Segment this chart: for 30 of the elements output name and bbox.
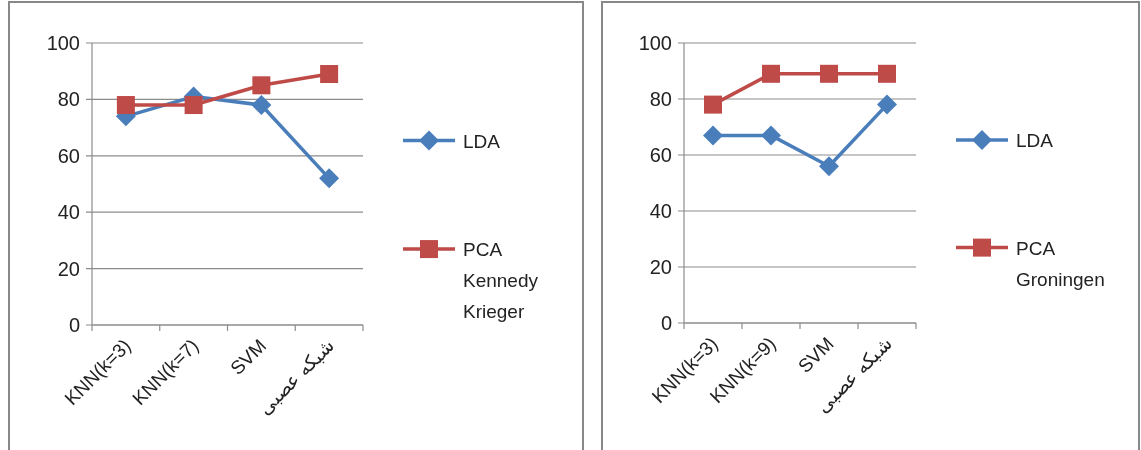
y-tick-label: 80: [57, 88, 80, 111]
y-tick-label: 100: [46, 32, 80, 54]
point: [761, 125, 781, 146]
point: [116, 96, 135, 115]
legend-label: PCA Groningen: [1016, 237, 1105, 290]
point: [819, 156, 839, 177]
point: [820, 64, 838, 83]
y-tick-label: 40: [649, 200, 672, 222]
y-tick-label: 100: [638, 32, 672, 54]
legend-label: LDA: [1016, 129, 1054, 151]
y-tick-label: 60: [649, 144, 672, 166]
y-tick-label: 40: [57, 201, 80, 224]
y-tick-label: 0: [660, 312, 672, 334]
y-tick-label: 20: [57, 257, 80, 280]
y-tick-label: 60: [57, 144, 80, 167]
point: [320, 65, 339, 84]
point: [184, 96, 203, 115]
legend-label: LDA: [463, 130, 501, 152]
point: [251, 95, 272, 116]
point: [319, 168, 340, 189]
point: [704, 95, 722, 114]
point: [878, 64, 896, 83]
point: [762, 64, 780, 83]
y-tick-label: 80: [649, 88, 672, 110]
point: [252, 76, 271, 95]
y-tick-label: 0: [68, 314, 80, 336]
legend-label: PCA Kennedy Krieger: [463, 239, 539, 323]
point: [877, 94, 897, 115]
y-tick-label: 20: [649, 256, 672, 278]
point: [703, 125, 723, 146]
